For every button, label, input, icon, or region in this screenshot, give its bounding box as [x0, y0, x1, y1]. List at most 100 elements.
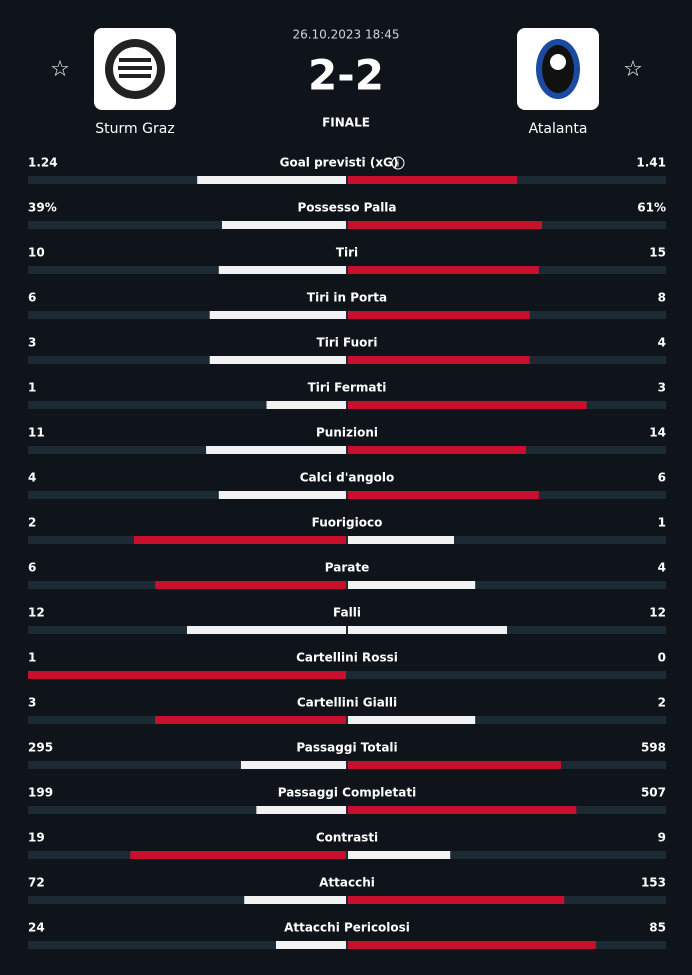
bar-track: [28, 446, 666, 454]
info-icon: [391, 156, 405, 170]
away-logo[interactable]: [517, 28, 599, 110]
stat-name: Tiri: [336, 246, 358, 260]
bar-track: [28, 266, 666, 274]
bar-track: [28, 806, 666, 814]
away-bar: [348, 176, 518, 184]
bar-track: [28, 401, 666, 409]
away-value: 1.41: [636, 156, 666, 170]
match-status: FINALE: [322, 116, 370, 130]
away-value: 4: [658, 336, 666, 350]
home-value: 10: [28, 246, 45, 260]
home-bar: [221, 221, 346, 229]
info-icon: i: [397, 160, 400, 170]
away-bar: [348, 491, 539, 499]
home-bar: [218, 491, 346, 499]
score: 2-2: [308, 51, 384, 100]
away-bar: [348, 581, 476, 589]
home-team[interactable]: Sturm Graz: [95, 121, 174, 137]
home-logo[interactable]: [94, 28, 176, 110]
home-value: 2: [28, 516, 36, 530]
home-value: 295: [28, 741, 53, 755]
stat-name: Parate: [325, 561, 369, 575]
home-bar: [187, 626, 346, 634]
away-value: 9: [658, 831, 666, 845]
favorite-star[interactable]: ☆: [623, 57, 643, 82]
bar-track: [28, 221, 666, 229]
home-value: 3: [28, 696, 36, 710]
home-bar: [206, 446, 346, 454]
home-bar: [218, 266, 346, 274]
stat-name: Tiri in Porta: [307, 291, 387, 305]
away-bar: [348, 761, 561, 769]
away-bar: [348, 851, 451, 859]
home-value: 1: [28, 381, 36, 395]
home-value: 39%: [28, 201, 57, 215]
bar-track: [28, 626, 666, 634]
home-value: 24: [28, 921, 45, 935]
home-bar: [130, 851, 346, 859]
bar-track: [28, 671, 666, 679]
away-value: 61%: [637, 201, 666, 215]
home-value: 1: [28, 651, 36, 665]
home-value: 3: [28, 336, 36, 350]
stat-name: Attacchi: [319, 876, 375, 890]
home-value: 12: [28, 606, 45, 620]
home-bar: [275, 941, 346, 949]
home-value: 1.24: [28, 156, 58, 170]
away-value: 3: [658, 381, 666, 395]
stat-name: Punizioni: [316, 426, 378, 440]
away-bar: [348, 626, 507, 634]
home-bar: [134, 536, 346, 544]
home-value: 19: [28, 831, 45, 845]
stat-name: Tiri Fermati: [308, 381, 387, 395]
away-value: 85: [649, 921, 666, 935]
away-bar: [348, 941, 596, 949]
home-value: 6: [28, 561, 36, 575]
home-bar: [244, 896, 346, 904]
home-value: 72: [28, 876, 45, 890]
stat-name: Cartellini Gialli: [297, 696, 397, 710]
home-value: 6: [28, 291, 36, 305]
bar-track: [28, 176, 666, 184]
match-datetime: 26.10.2023 18:45: [292, 28, 399, 42]
away-team[interactable]: Atalanta: [529, 121, 588, 137]
home-bar: [240, 761, 346, 769]
home-bar: [197, 176, 346, 184]
bar-track: [28, 356, 666, 364]
away-value: 6: [658, 471, 666, 485]
home-value: 4: [28, 471, 36, 485]
away-value: 14: [649, 426, 666, 440]
bar-track: [28, 536, 666, 544]
home-bar: [28, 671, 346, 679]
home-bar: [209, 356, 346, 364]
away-value: 2: [658, 696, 666, 710]
stat-name: Attacchi Pericolosi: [284, 921, 410, 935]
stat-name: Possesso Palla: [297, 201, 396, 215]
stat-name: Cartellini Rossi: [296, 651, 398, 665]
away-bar: [348, 446, 527, 454]
stat-name: Goal previsti (xG): [280, 156, 399, 170]
home-bar: [155, 581, 346, 589]
away-bar: [348, 806, 577, 814]
favorite-star[interactable]: ☆: [50, 57, 70, 82]
away-bar: [348, 311, 530, 319]
away-bar: [348, 896, 565, 904]
away-value: 15: [649, 246, 666, 260]
away-bar: [348, 401, 587, 409]
stat-name: Tiri Fuori: [317, 336, 378, 350]
bar-track: [28, 491, 666, 499]
stat-name: Falli: [333, 606, 361, 620]
stat-name: Passaggi Totali: [296, 741, 397, 755]
bar-track: [28, 716, 666, 724]
away-value: 4: [658, 561, 666, 575]
home-bar: [155, 716, 346, 724]
away-value: 153: [641, 876, 666, 890]
bar-track: [28, 896, 666, 904]
home-bar: [256, 806, 346, 814]
away-value: 507: [641, 786, 666, 800]
stat-name: Passaggi Completati: [278, 786, 417, 800]
